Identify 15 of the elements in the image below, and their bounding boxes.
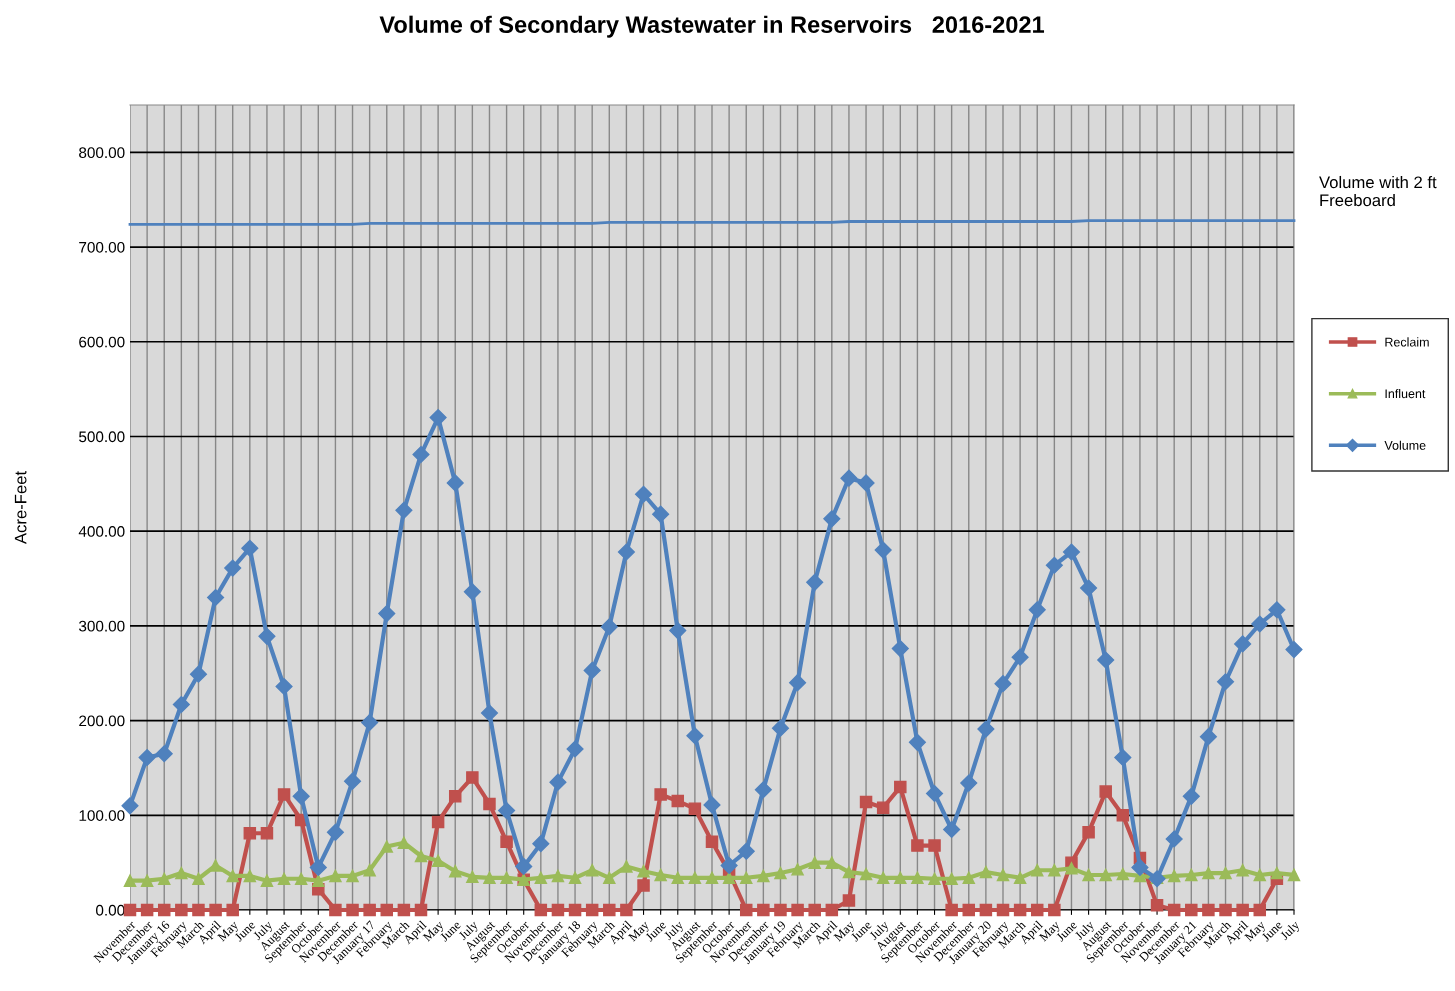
y-axis-title: Acre-Feet	[14, 471, 27, 545]
legend-label: Volume	[1384, 440, 1426, 450]
legend-label: Influent	[1385, 388, 1426, 399]
y-tick-label: 0.00	[96, 904, 125, 916]
legend-label: Reclaim	[1385, 337, 1429, 347]
chart-title: Volume of Secondary Wastewater in Reservoirs 2016-2021	[379, 15, 1045, 38]
series-label: Volume with 2 ft Freeboard	[1319, 175, 1437, 207]
y-tick-label: 500.00	[79, 431, 125, 443]
y-tick-label: 800.00	[79, 147, 125, 159]
y-tick-label: 200.00	[79, 715, 125, 727]
y-tick-label: 400.00	[78, 526, 125, 537]
y-tick-label: 600.00	[79, 336, 125, 348]
y-tick-label: 100.00	[79, 810, 125, 821]
y-tick-label: 700.00	[79, 241, 125, 253]
y-tick-label: 300.00	[79, 620, 125, 632]
